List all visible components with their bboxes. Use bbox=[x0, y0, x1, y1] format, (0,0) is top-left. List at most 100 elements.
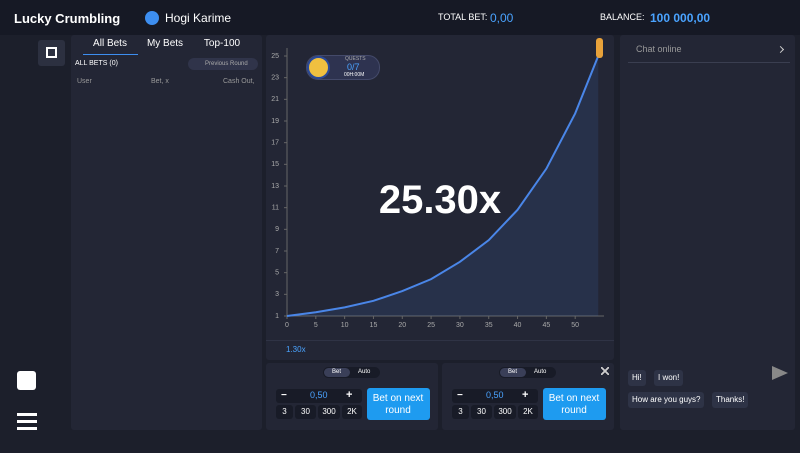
preset-button[interactable] bbox=[518, 405, 538, 419]
column-header: Cash Out, bbox=[223, 78, 255, 85]
star-icon bbox=[307, 56, 330, 79]
previous-round-button[interactable] bbox=[188, 58, 258, 70]
game-panel bbox=[266, 35, 614, 360]
menu-icon[interactable] bbox=[17, 413, 37, 416]
tab[interactable]: All Bets bbox=[93, 38, 127, 49]
y-tick-label: 23 bbox=[271, 75, 279, 82]
mode-tab[interactable]: Auto bbox=[358, 369, 371, 375]
bets-panel bbox=[71, 35, 262, 430]
fullscreen-button[interactable] bbox=[38, 40, 65, 66]
total-bet: 0,00 bbox=[490, 11, 514, 25]
chat-title: Chat online bbox=[636, 44, 682, 54]
mode-tab[interactable]: Auto bbox=[534, 369, 547, 375]
y-tick-label: 13 bbox=[271, 183, 279, 190]
previous-round: Previous Round bbox=[205, 61, 248, 67]
column-header: User bbox=[77, 78, 92, 85]
top-bar bbox=[0, 0, 800, 35]
user-icon bbox=[145, 11, 159, 25]
x-tick-label: 35 bbox=[485, 322, 493, 329]
x-tick-label: 5 bbox=[314, 322, 318, 329]
x-tick-label: 45 bbox=[542, 322, 550, 329]
preset-button[interactable] bbox=[494, 405, 516, 419]
x-tick-label: 0 bbox=[285, 322, 289, 329]
fullscreen-icon bbox=[46, 47, 57, 58]
chat-message: I won! bbox=[654, 370, 684, 386]
x-tick-label: 50 bbox=[571, 322, 579, 329]
preset-label: 3 bbox=[282, 407, 287, 416]
y-tick-label: 11 bbox=[272, 205, 279, 212]
preset-label: 3 bbox=[458, 407, 463, 416]
curve-area bbox=[287, 56, 599, 316]
app-title: Lucky Crumbling bbox=[14, 11, 121, 26]
mode-active bbox=[500, 368, 526, 377]
tab[interactable]: My Bets bbox=[146, 38, 184, 49]
mode-active bbox=[324, 368, 350, 377]
chat-message: Hi! bbox=[628, 370, 646, 386]
x-tick-label: 10 bbox=[341, 322, 349, 329]
quests-label: QUESTS bbox=[345, 56, 366, 62]
total-bet-label: TOTAL BET: bbox=[438, 12, 488, 22]
minus-button[interactable]: − bbox=[281, 390, 287, 401]
user-name: Hogi Karime bbox=[165, 11, 232, 25]
preset-label: 2K bbox=[523, 407, 533, 416]
bet-button-label: Bet on next round bbox=[548, 393, 600, 416]
preset-button[interactable] bbox=[471, 405, 492, 419]
amount: 0,50 bbox=[310, 390, 328, 400]
send-icon[interactable] bbox=[772, 366, 788, 380]
y-tick-label: 17 bbox=[271, 140, 279, 147]
y-tick-label: 7 bbox=[275, 248, 279, 255]
mode-toggle bbox=[499, 367, 556, 378]
quests-timer: 00H:00M bbox=[344, 72, 365, 78]
bet-button[interactable] bbox=[543, 388, 606, 420]
mode-tab[interactable]: Bet bbox=[332, 369, 342, 375]
y-tick-label: 9 bbox=[275, 226, 279, 233]
y-tick-label: 1 bbox=[275, 313, 279, 320]
chat-message: Thanks! bbox=[712, 392, 749, 408]
y-tick-label: 15 bbox=[271, 161, 279, 168]
chat-panel bbox=[620, 35, 795, 430]
balance: 100 000,00 bbox=[650, 11, 711, 25]
divider bbox=[266, 340, 614, 341]
y-tick-label: 5 bbox=[275, 270, 279, 277]
minus-button[interactable]: − bbox=[457, 390, 463, 401]
y-tick-label: 21 bbox=[271, 96, 279, 103]
chat-message: How are you guys? bbox=[628, 392, 705, 408]
preset-button[interactable] bbox=[452, 405, 469, 419]
bet-button[interactable] bbox=[367, 388, 430, 420]
quests-progress: 0/7 bbox=[347, 62, 360, 72]
amount-box bbox=[452, 389, 538, 403]
multiplier: 25.30x bbox=[378, 178, 502, 222]
mode-tab[interactable]: Bet bbox=[508, 369, 518, 375]
preset-label: 300 bbox=[322, 407, 336, 416]
y-tick-label: 25 bbox=[271, 53, 279, 60]
preset-label: 30 bbox=[477, 407, 486, 416]
close-icon[interactable] bbox=[601, 367, 609, 375]
preset-label: 300 bbox=[498, 407, 512, 416]
coin bbox=[596, 38, 603, 58]
tab-underline bbox=[83, 54, 138, 55]
mode-toggle bbox=[323, 367, 380, 378]
preset-label: 2K bbox=[347, 407, 357, 416]
preset-button[interactable] bbox=[276, 405, 293, 419]
list-icon[interactable] bbox=[17, 371, 36, 390]
x-tick-label: 15 bbox=[370, 322, 378, 329]
x-tick-label: 30 bbox=[456, 322, 464, 329]
curve bbox=[286, 55, 600, 317]
y-tick-label: 19 bbox=[271, 118, 279, 125]
preset-button[interactable] bbox=[342, 405, 362, 419]
bets-count: ALL BETS (0) bbox=[75, 60, 118, 67]
bet-button-label: Bet on next round bbox=[372, 393, 424, 416]
divider bbox=[628, 62, 790, 63]
preset-label: 30 bbox=[301, 407, 310, 416]
preset-button[interactable] bbox=[318, 405, 340, 419]
balance-label: BALANCE: bbox=[600, 12, 645, 22]
amount: 0,50 bbox=[486, 390, 504, 400]
plus-button[interactable]: + bbox=[346, 389, 353, 401]
preset-button[interactable] bbox=[295, 405, 316, 419]
plus-button[interactable]: + bbox=[522, 389, 529, 401]
amount-box bbox=[276, 389, 362, 403]
x-tick-label: 25 bbox=[427, 322, 435, 329]
x-tick-label: 40 bbox=[514, 322, 522, 329]
tab[interactable]: Top-100 bbox=[203, 38, 241, 49]
